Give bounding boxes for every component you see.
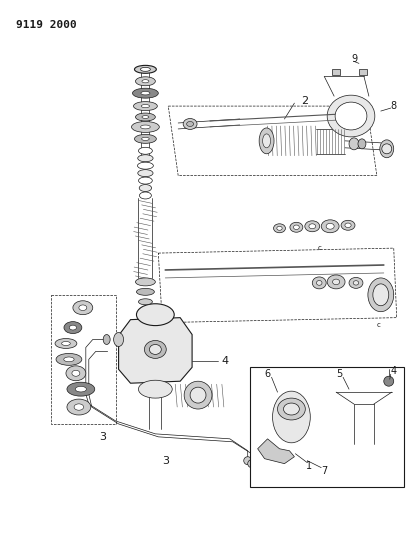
Ellipse shape: [345, 223, 351, 228]
Ellipse shape: [139, 147, 152, 154]
Text: 2: 2: [301, 96, 308, 106]
Ellipse shape: [373, 284, 389, 306]
Ellipse shape: [132, 88, 158, 98]
Text: 8: 8: [391, 101, 397, 111]
Ellipse shape: [184, 381, 212, 409]
Text: 3: 3: [162, 456, 169, 466]
Circle shape: [244, 457, 252, 465]
Ellipse shape: [62, 342, 70, 345]
Ellipse shape: [139, 380, 172, 398]
Circle shape: [384, 376, 394, 386]
Ellipse shape: [149, 344, 161, 354]
Ellipse shape: [353, 281, 359, 285]
Ellipse shape: [141, 67, 150, 71]
Ellipse shape: [138, 155, 153, 161]
Ellipse shape: [79, 305, 87, 311]
Ellipse shape: [132, 122, 159, 132]
Ellipse shape: [335, 102, 367, 130]
Ellipse shape: [75, 386, 86, 392]
Ellipse shape: [312, 277, 326, 289]
Ellipse shape: [341, 220, 355, 230]
Ellipse shape: [136, 278, 155, 286]
Text: c: c: [377, 321, 381, 328]
Ellipse shape: [277, 226, 282, 230]
Ellipse shape: [139, 192, 151, 199]
Ellipse shape: [305, 221, 320, 232]
Ellipse shape: [138, 169, 153, 176]
Ellipse shape: [103, 335, 110, 344]
Text: 9119 2000: 9119 2000: [16, 20, 77, 30]
Ellipse shape: [139, 299, 152, 305]
Text: 5: 5: [336, 369, 342, 379]
Text: c: c: [317, 245, 321, 251]
Ellipse shape: [368, 278, 394, 312]
Ellipse shape: [290, 222, 303, 232]
Text: 9: 9: [351, 54, 357, 64]
Ellipse shape: [190, 387, 206, 403]
Bar: [332, 69, 340, 75]
Bar: [359, 69, 367, 75]
Ellipse shape: [349, 277, 363, 288]
Ellipse shape: [187, 122, 194, 126]
Text: 6: 6: [265, 369, 270, 379]
Ellipse shape: [144, 341, 166, 358]
Ellipse shape: [73, 301, 93, 314]
Ellipse shape: [113, 333, 124, 346]
Polygon shape: [119, 318, 192, 383]
Ellipse shape: [134, 134, 156, 143]
Ellipse shape: [74, 404, 83, 410]
Circle shape: [382, 144, 392, 154]
Ellipse shape: [141, 104, 150, 108]
Ellipse shape: [358, 139, 366, 149]
Polygon shape: [258, 439, 294, 464]
Text: 4: 4: [391, 366, 397, 376]
Ellipse shape: [277, 398, 305, 420]
Ellipse shape: [274, 224, 286, 233]
Ellipse shape: [272, 391, 310, 443]
Ellipse shape: [141, 138, 149, 140]
Ellipse shape: [309, 224, 316, 229]
Ellipse shape: [139, 184, 152, 191]
Ellipse shape: [284, 403, 299, 415]
Ellipse shape: [55, 338, 77, 349]
Text: 7: 7: [321, 466, 327, 475]
Ellipse shape: [332, 279, 339, 285]
Ellipse shape: [327, 95, 375, 137]
Text: 3: 3: [99, 432, 106, 442]
Ellipse shape: [259, 128, 274, 154]
Ellipse shape: [321, 220, 339, 233]
Ellipse shape: [136, 288, 155, 295]
Ellipse shape: [142, 116, 149, 118]
Ellipse shape: [66, 366, 86, 381]
Ellipse shape: [263, 134, 270, 148]
Ellipse shape: [56, 353, 82, 365]
Circle shape: [248, 459, 256, 467]
Ellipse shape: [141, 125, 150, 129]
Ellipse shape: [64, 357, 74, 362]
Bar: [250, 367, 404, 487]
Ellipse shape: [136, 113, 155, 121]
Ellipse shape: [327, 275, 345, 289]
Ellipse shape: [183, 118, 197, 130]
Ellipse shape: [136, 304, 174, 326]
Ellipse shape: [293, 225, 299, 230]
Ellipse shape: [141, 92, 150, 95]
Ellipse shape: [380, 140, 394, 158]
Ellipse shape: [137, 162, 153, 169]
Ellipse shape: [326, 223, 334, 229]
Ellipse shape: [349, 138, 359, 150]
Text: 4: 4: [221, 357, 229, 366]
Ellipse shape: [67, 382, 95, 396]
Ellipse shape: [134, 102, 157, 110]
Ellipse shape: [67, 399, 91, 415]
Ellipse shape: [64, 321, 82, 334]
Ellipse shape: [136, 77, 155, 86]
Ellipse shape: [142, 80, 149, 83]
Ellipse shape: [134, 66, 156, 74]
Ellipse shape: [316, 280, 322, 285]
Ellipse shape: [69, 325, 76, 330]
Ellipse shape: [139, 177, 152, 184]
Text: 1: 1: [306, 461, 312, 471]
Ellipse shape: [72, 370, 80, 376]
